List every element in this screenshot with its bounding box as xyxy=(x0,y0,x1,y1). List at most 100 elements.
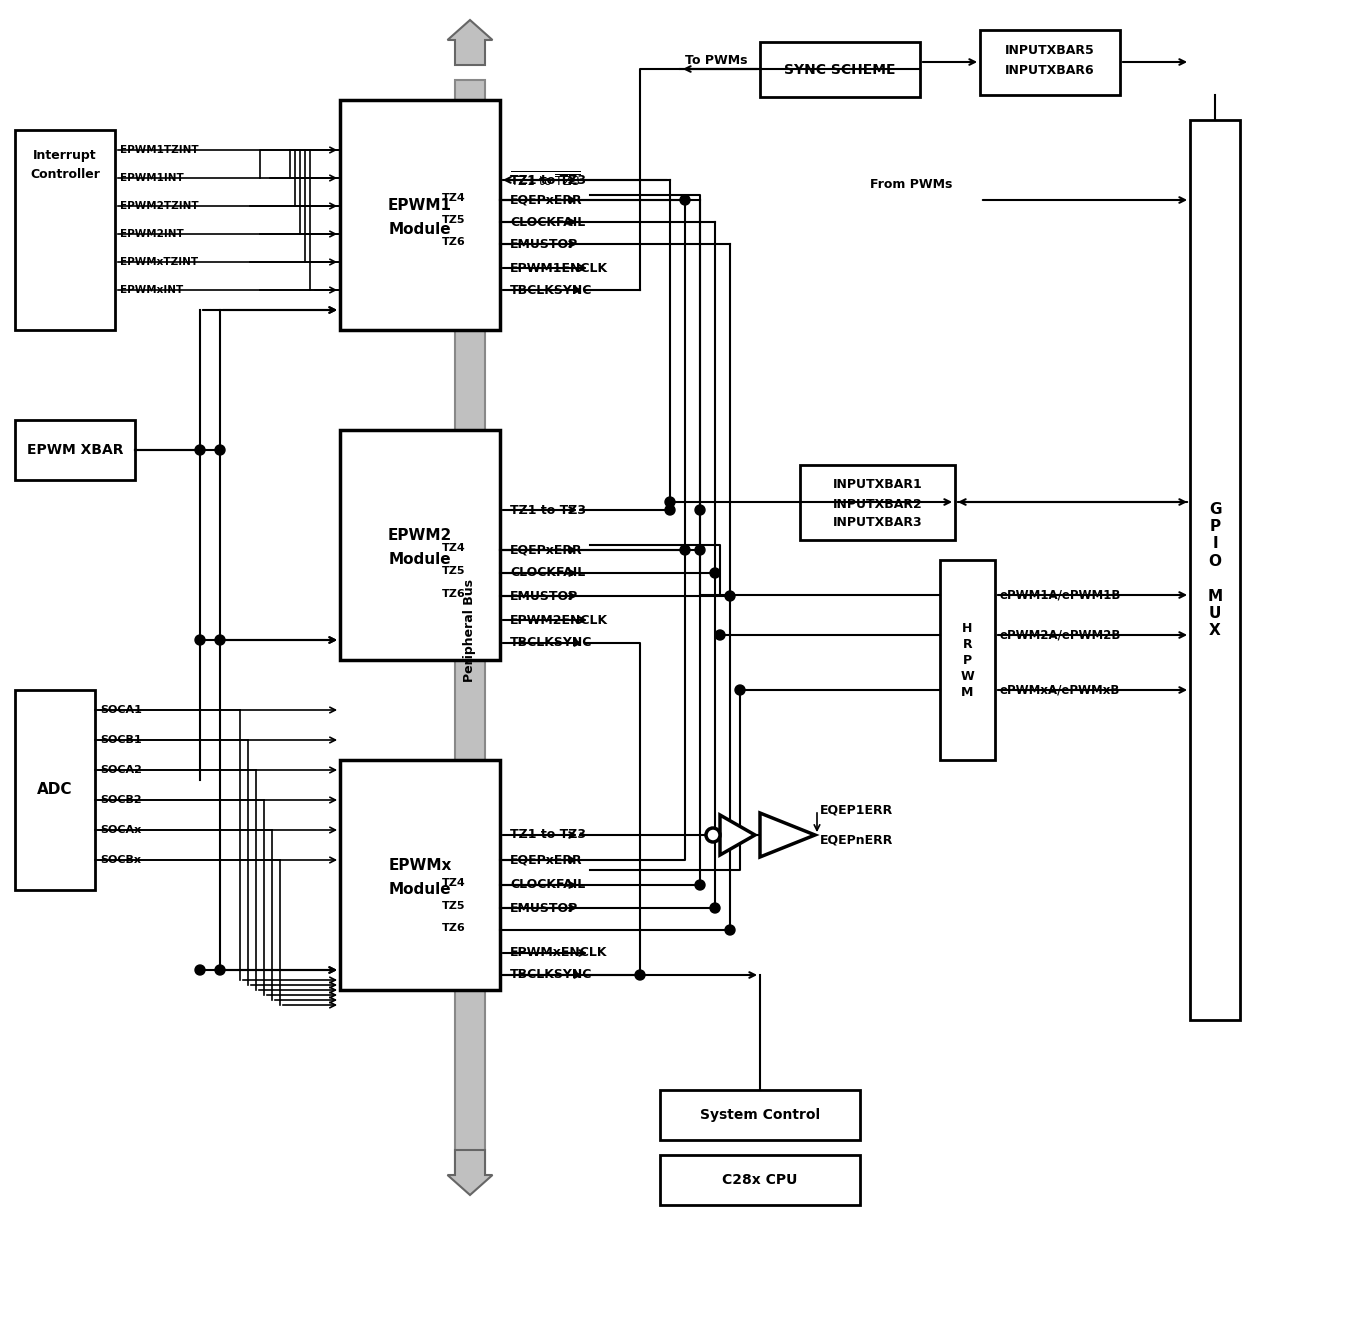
Text: TZ5: TZ5 xyxy=(442,215,465,224)
Text: To PWMs: To PWMs xyxy=(685,54,747,66)
Circle shape xyxy=(195,445,205,455)
FancyBboxPatch shape xyxy=(759,42,919,96)
Text: Controller: Controller xyxy=(30,169,100,181)
Circle shape xyxy=(725,925,735,935)
FancyBboxPatch shape xyxy=(15,129,115,330)
Circle shape xyxy=(664,506,675,515)
Circle shape xyxy=(696,506,705,515)
Text: EPWMxINT: EPWMxINT xyxy=(119,285,183,294)
Circle shape xyxy=(696,880,705,890)
Polygon shape xyxy=(720,814,755,855)
Text: Module: Module xyxy=(389,553,452,568)
Text: G
P
I
O

M
U
X: G P I O M U X xyxy=(1207,502,1223,639)
FancyBboxPatch shape xyxy=(940,560,995,760)
Text: TZ1 to TZ3: TZ1 to TZ3 xyxy=(510,173,586,186)
Text: Module: Module xyxy=(389,223,452,238)
Circle shape xyxy=(711,568,720,578)
Text: EPWM1TZINT: EPWM1TZINT xyxy=(119,145,198,154)
Circle shape xyxy=(635,970,645,979)
Text: System Control: System Control xyxy=(700,1107,820,1122)
Text: EPWM2TZINT: EPWM2TZINT xyxy=(119,201,198,211)
Circle shape xyxy=(711,903,720,913)
Text: CLOCKFAIL: CLOCKFAIL xyxy=(510,566,586,579)
Text: TZ4: TZ4 xyxy=(442,543,465,553)
Text: EPWMx: EPWMx xyxy=(388,858,452,873)
FancyBboxPatch shape xyxy=(1191,120,1239,1020)
Text: ePWMxA/ePWMxB: ePWMxA/ePWMxB xyxy=(999,684,1120,697)
Circle shape xyxy=(679,195,690,205)
FancyBboxPatch shape xyxy=(340,100,500,330)
Text: TZ4: TZ4 xyxy=(442,878,465,888)
Text: EPWM1: EPWM1 xyxy=(388,198,452,213)
Text: TZ1 to TZ3: TZ1 to TZ3 xyxy=(510,503,586,516)
Text: TZ6: TZ6 xyxy=(442,238,465,247)
Text: EQEPxERR: EQEPxERR xyxy=(510,544,583,557)
Text: EQEP1ERR: EQEP1ERR xyxy=(820,804,894,817)
Text: EQEPxERR: EQEPxERR xyxy=(510,194,583,206)
FancyBboxPatch shape xyxy=(15,690,95,890)
Text: EPWM2ENCLK: EPWM2ENCLK xyxy=(510,614,607,627)
Text: EMUSTOP: EMUSTOP xyxy=(510,590,578,602)
FancyBboxPatch shape xyxy=(660,1155,860,1205)
Text: $\overline{\mathrm{TZ1\ to\ \overline{TZ3}}}$: $\overline{\mathrm{TZ1\ to\ \overline{TZ… xyxy=(510,170,580,189)
Text: INPUTXBAR5: INPUTXBAR5 xyxy=(1005,44,1094,57)
Text: From PWMs: From PWMs xyxy=(871,178,952,191)
Text: INPUTXBAR2: INPUTXBAR2 xyxy=(833,499,922,511)
Text: C28x CPU: C28x CPU xyxy=(723,1173,797,1187)
FancyBboxPatch shape xyxy=(340,430,500,660)
Text: SOCBx: SOCBx xyxy=(100,855,141,865)
Text: TZ5: TZ5 xyxy=(442,902,465,911)
Circle shape xyxy=(195,965,205,975)
Text: Peripheral Bus: Peripheral Bus xyxy=(464,578,476,681)
Text: EPWM2: EPWM2 xyxy=(388,528,452,543)
Circle shape xyxy=(679,545,690,554)
Text: SOCB1: SOCB1 xyxy=(100,735,141,744)
Circle shape xyxy=(195,635,205,645)
Text: EQEPxERR: EQEPxERR xyxy=(510,854,583,866)
Text: ADC: ADC xyxy=(37,783,73,797)
Text: EPWMxENCLK: EPWMxENCLK xyxy=(510,946,607,960)
Circle shape xyxy=(725,591,735,601)
Circle shape xyxy=(735,685,744,696)
Text: ePWM2A/ePWM2B: ePWM2A/ePWM2B xyxy=(999,628,1121,642)
Text: EPWMxTZINT: EPWMxTZINT xyxy=(119,257,198,267)
FancyBboxPatch shape xyxy=(660,1090,860,1140)
FancyBboxPatch shape xyxy=(980,30,1120,95)
Circle shape xyxy=(216,635,225,645)
Text: TZ6: TZ6 xyxy=(442,923,465,933)
Text: CLOCKFAIL: CLOCKFAIL xyxy=(510,215,586,228)
Text: Interrupt: Interrupt xyxy=(33,149,96,161)
FancyBboxPatch shape xyxy=(15,420,136,480)
Text: SOCA2: SOCA2 xyxy=(100,766,142,775)
Text: SYNC SCHEME: SYNC SCHEME xyxy=(784,63,896,77)
Text: SOCAx: SOCAx xyxy=(100,825,141,836)
Text: TZ1 to TZ3: TZ1 to TZ3 xyxy=(510,829,586,842)
Text: TZ6: TZ6 xyxy=(442,589,465,599)
Text: TBCLKSYNC: TBCLKSYNC xyxy=(510,284,593,297)
Text: EQEPnERR: EQEPnERR xyxy=(820,833,894,846)
Text: TZ5: TZ5 xyxy=(442,566,465,576)
Text: EPWM2INT: EPWM2INT xyxy=(119,228,184,239)
Text: TZ4: TZ4 xyxy=(442,193,465,203)
Circle shape xyxy=(216,445,225,455)
Circle shape xyxy=(216,965,225,975)
Polygon shape xyxy=(759,813,815,857)
Text: SOCA1: SOCA1 xyxy=(100,705,142,715)
Text: EMUSTOP: EMUSTOP xyxy=(510,902,578,915)
Text: EPWM1ENCLK: EPWM1ENCLK xyxy=(510,261,607,275)
Text: SOCB2: SOCB2 xyxy=(100,795,141,805)
Text: EPWM1INT: EPWM1INT xyxy=(119,173,184,183)
Text: TBCLKSYNC: TBCLKSYNC xyxy=(510,636,593,649)
Text: INPUTXBAR3: INPUTXBAR3 xyxy=(833,516,922,529)
FancyBboxPatch shape xyxy=(800,465,955,540)
Text: Module: Module xyxy=(389,883,452,898)
FancyArrow shape xyxy=(447,1150,492,1195)
Text: CLOCKFAIL: CLOCKFAIL xyxy=(510,879,586,891)
Circle shape xyxy=(664,498,675,507)
FancyArrow shape xyxy=(447,20,492,65)
Text: TBCLKSYNC: TBCLKSYNC xyxy=(510,969,593,982)
FancyBboxPatch shape xyxy=(456,81,485,1180)
Text: INPUTXBAR6: INPUTXBAR6 xyxy=(1005,63,1094,77)
Circle shape xyxy=(696,545,705,554)
Text: EPWM XBAR: EPWM XBAR xyxy=(27,444,123,457)
